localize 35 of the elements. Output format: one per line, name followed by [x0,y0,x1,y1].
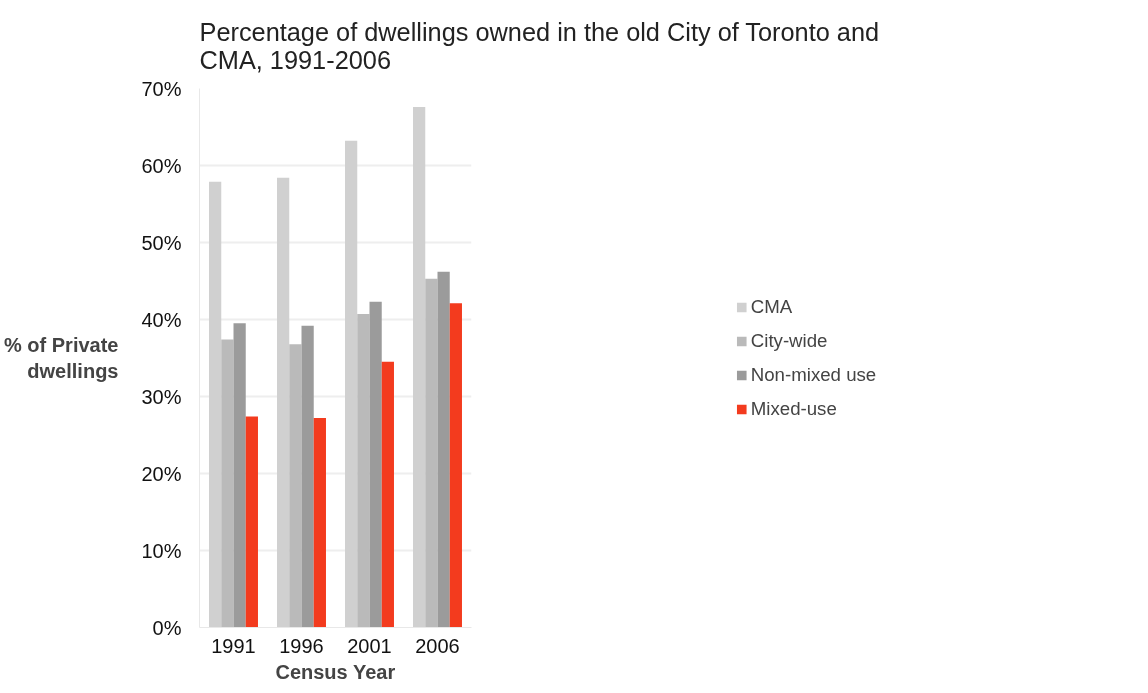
bar [381,361,394,628]
bar [449,303,462,628]
bar [357,314,370,628]
y-tick-label: 20% [141,462,182,485]
bar [313,418,326,628]
x-tick-label: 1996 [279,634,324,657]
y-tick-label: 50% [141,231,182,254]
y-tick-label: 30% [141,385,182,408]
x-tick-label: 2006 [415,634,460,657]
bar [301,325,314,628]
bar [425,278,438,628]
x-axis-title: Census Year [275,660,396,683]
legend-label: CMA [750,295,793,318]
bar [369,301,382,628]
bar [277,177,290,628]
y-tick-label: 70% [141,77,182,100]
bar [245,416,258,628]
y-tick-label: 40% [141,308,182,331]
x-tick-label: 1991 [211,634,256,657]
legend-label: Non-mixed use [750,363,877,386]
y-axis-title: % of Private dwellings [3,333,119,383]
x-tick-label: 2001 [347,634,392,657]
bar [345,140,358,628]
bar [209,181,222,628]
bar [413,106,426,628]
y-tick-label: 60% [141,154,182,177]
y-tick-label: 0% [152,616,182,639]
y-tick-label: 10% [141,539,182,562]
bar [233,323,246,628]
legend-label: City-wide [750,329,828,352]
text: Percentage of dwellings owned in the old City of Toronto and CMA, 1991-2006 [199,17,880,74]
bar [437,271,450,628]
bar [221,339,234,628]
legend-label: Mixed-use [750,397,837,420]
bar [289,344,302,628]
